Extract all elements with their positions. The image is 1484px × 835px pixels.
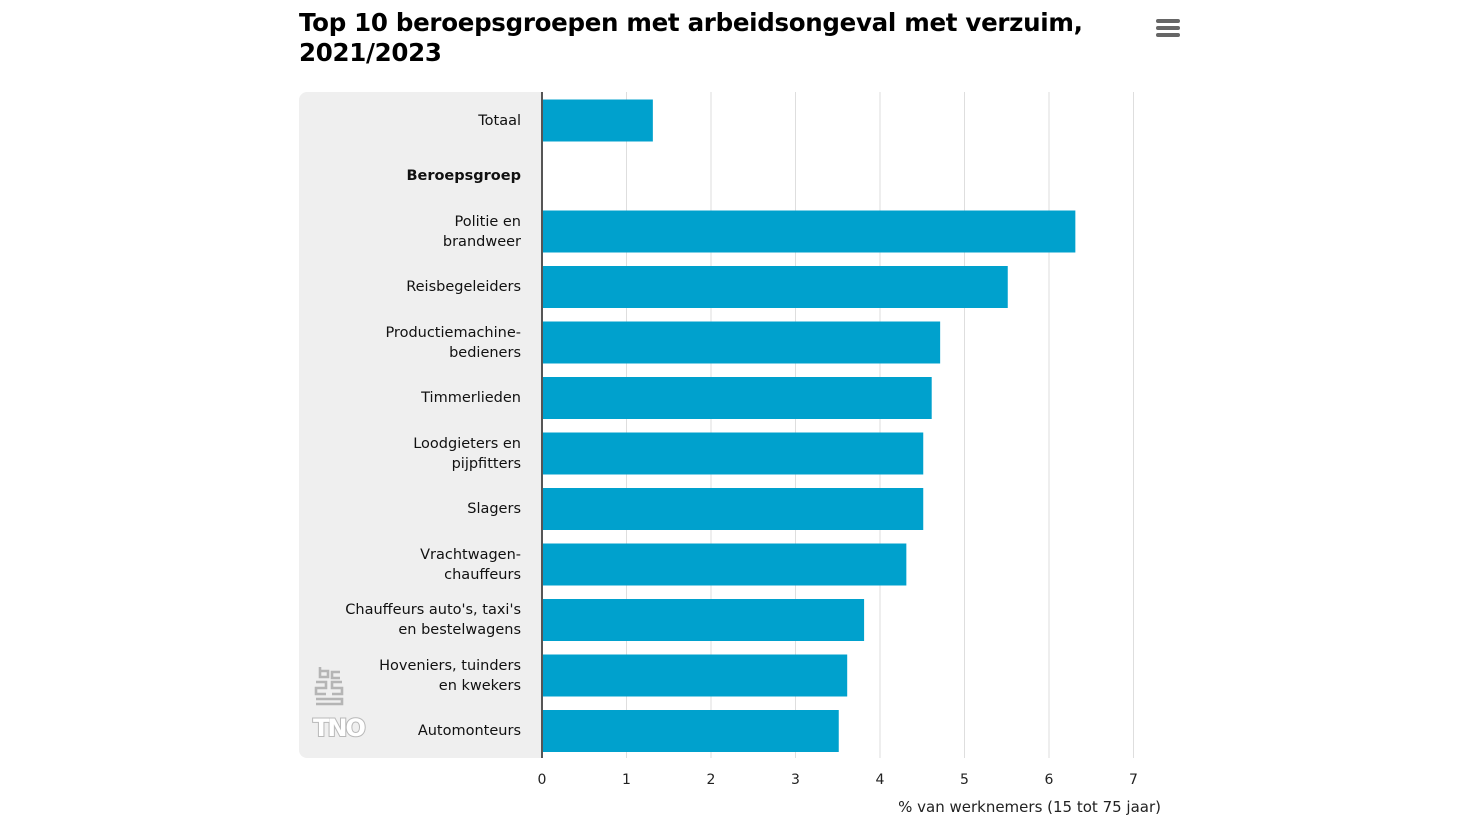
bar[interactable] [543,599,865,641]
category-label: Totaal [291,111,521,131]
bar[interactable] [543,710,839,752]
category-label-line: Loodgieters en [413,435,521,452]
bar[interactable] [543,488,924,530]
chart-title: Top 10 beroepsgroepen met arbeidsongeval… [299,8,1083,67]
tno-logo: TNO [312,713,367,743]
category-label-line: Slagers [467,501,521,517]
category-label: Timmerlieden [291,388,521,408]
hamburger-menu-icon[interactable] [1154,14,1182,42]
category-label-line: brandweer [442,233,521,250]
bar[interactable] [543,210,1076,253]
category-label-line: chauffeurs [444,566,521,583]
x-tick-label: 0 [537,772,547,788]
category-label: Vrachtwagen-chauffeurs [291,545,521,585]
category-label-panel [299,92,542,758]
category-label: Automonteurs [291,721,521,741]
bar[interactable] [543,377,932,419]
category-label: Loodgieters en pijpfitters [291,434,521,474]
category-label-line: Politie en [454,213,521,230]
bar[interactable] [543,266,1008,308]
category-label: Productiemachine-bedieners [291,323,521,363]
category-label-line: Hoveniers, tuinders [379,657,521,674]
x-tick-label: 2 [706,772,716,788]
category-label-line: Automonteurs [417,723,521,739]
x-tick-label: 3 [791,772,800,788]
cbs-logo-icon [314,667,344,706]
category-label-line: en bestelwagens [398,622,521,638]
x-axis-title: % van werknemers (15 tot 75 jaar) [898,798,1161,816]
category-label: Beroepsgroep [291,166,521,186]
category-label-line: Vrachtwagen- [420,546,521,563]
category-label-line: Timmerlieden [421,390,521,406]
category-label: Politie en brandweer [291,212,521,252]
bar[interactable] [543,432,924,475]
x-tick-label: 4 [875,772,885,788]
category-label-line: Reisbegeleiders [406,279,521,295]
category-label: Reisbegeleiders [291,277,521,297]
category-label: Hoveniers, tuinders en kwekers [291,656,521,696]
category-label-line: Beroepsgroep [406,168,521,184]
bar[interactable] [543,99,653,142]
category-label: Chauffeurs auto's, taxi's en bestelwagens [291,600,521,640]
category-label: Slagers [291,499,521,519]
category-label-line: Productiemachine- [385,324,521,341]
category-label-line: Totaal [478,112,521,129]
category-label-line: en kwekers [438,677,521,694]
x-tick-label: 6 [1044,772,1054,788]
bar[interactable] [543,654,848,697]
x-tick-label: 5 [960,772,969,788]
bar[interactable] [543,543,907,586]
x-tick-label: 1 [622,772,631,788]
category-label-line: Chauffeurs auto's, taxi's [345,602,521,618]
x-tick-label: 7 [1129,772,1138,788]
category-label-line: bedieners [449,344,521,361]
bar[interactable] [543,321,941,364]
category-label-line: pijpfitters [451,455,521,472]
